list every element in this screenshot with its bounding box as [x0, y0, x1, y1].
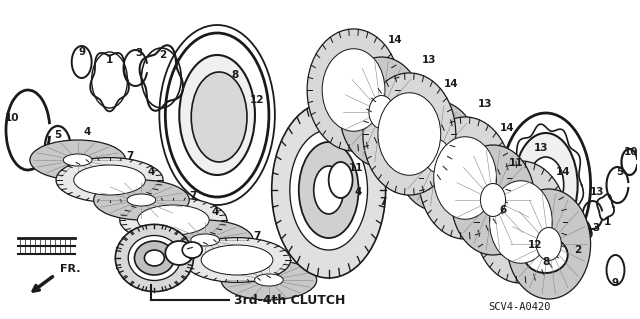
Text: 4: 4 — [355, 187, 362, 197]
Ellipse shape — [182, 242, 202, 258]
Ellipse shape — [501, 113, 591, 257]
Ellipse shape — [474, 161, 567, 283]
Ellipse shape — [30, 140, 125, 180]
Ellipse shape — [201, 245, 273, 275]
Text: 7: 7 — [189, 191, 197, 201]
Ellipse shape — [63, 154, 92, 166]
Ellipse shape — [74, 165, 145, 195]
Text: 7: 7 — [380, 197, 387, 207]
Text: 3: 3 — [592, 223, 599, 233]
Text: 5: 5 — [54, 130, 61, 140]
Text: FR.: FR. — [60, 264, 80, 274]
Text: 1: 1 — [604, 217, 611, 227]
Text: 7: 7 — [253, 231, 260, 241]
Ellipse shape — [307, 29, 400, 151]
Ellipse shape — [165, 241, 193, 265]
Text: 14: 14 — [500, 123, 515, 133]
Ellipse shape — [93, 180, 189, 220]
Text: 9: 9 — [78, 47, 85, 57]
Ellipse shape — [134, 241, 174, 275]
Text: 2: 2 — [159, 50, 166, 60]
Ellipse shape — [434, 137, 497, 219]
Text: 12: 12 — [250, 95, 264, 105]
Ellipse shape — [314, 166, 344, 214]
Text: 4: 4 — [211, 207, 219, 217]
Text: 4: 4 — [84, 127, 92, 137]
Text: 12: 12 — [527, 240, 542, 250]
Text: 13: 13 — [422, 55, 436, 65]
Ellipse shape — [56, 158, 163, 202]
Ellipse shape — [536, 227, 561, 261]
Ellipse shape — [255, 274, 284, 286]
Ellipse shape — [528, 157, 564, 213]
Ellipse shape — [191, 234, 220, 246]
Ellipse shape — [322, 49, 385, 131]
Ellipse shape — [290, 130, 367, 250]
Ellipse shape — [299, 142, 358, 238]
Ellipse shape — [221, 260, 317, 300]
Ellipse shape — [490, 181, 552, 263]
Ellipse shape — [191, 72, 247, 162]
Ellipse shape — [72, 46, 92, 78]
Text: 13: 13 — [534, 143, 548, 153]
Ellipse shape — [329, 162, 353, 198]
Ellipse shape — [272, 102, 386, 278]
Ellipse shape — [115, 224, 193, 292]
Ellipse shape — [369, 95, 394, 129]
Text: 1: 1 — [106, 55, 113, 65]
Ellipse shape — [179, 55, 255, 175]
Text: 11: 11 — [349, 163, 364, 173]
Text: 13: 13 — [589, 187, 604, 197]
Ellipse shape — [145, 250, 164, 266]
Ellipse shape — [120, 197, 227, 242]
Ellipse shape — [307, 29, 400, 151]
Text: 8: 8 — [232, 70, 239, 80]
Text: 5: 5 — [616, 167, 623, 177]
Ellipse shape — [451, 145, 535, 255]
Ellipse shape — [127, 194, 156, 206]
Ellipse shape — [425, 139, 450, 173]
Ellipse shape — [120, 197, 227, 242]
Ellipse shape — [507, 189, 591, 299]
Text: 2: 2 — [574, 245, 581, 255]
Ellipse shape — [138, 205, 209, 235]
Text: 14: 14 — [444, 79, 458, 89]
Ellipse shape — [197, 83, 237, 147]
Ellipse shape — [115, 224, 193, 292]
Ellipse shape — [419, 117, 511, 239]
Text: 11: 11 — [509, 158, 523, 168]
Ellipse shape — [128, 235, 180, 280]
Ellipse shape — [514, 133, 578, 237]
Text: 14: 14 — [556, 167, 570, 177]
Text: 7: 7 — [126, 151, 133, 161]
Ellipse shape — [490, 200, 526, 256]
Ellipse shape — [340, 57, 423, 167]
Ellipse shape — [524, 237, 568, 273]
Ellipse shape — [184, 238, 291, 282]
Ellipse shape — [363, 73, 456, 195]
Ellipse shape — [396, 101, 479, 211]
Ellipse shape — [419, 117, 511, 239]
Text: 4: 4 — [148, 167, 155, 177]
Text: 14: 14 — [388, 35, 403, 45]
Text: 10: 10 — [624, 147, 639, 157]
Ellipse shape — [481, 183, 506, 217]
Text: 3: 3 — [136, 48, 143, 58]
Ellipse shape — [184, 238, 291, 282]
Ellipse shape — [378, 93, 441, 175]
Text: 13: 13 — [478, 99, 492, 109]
Ellipse shape — [474, 161, 567, 283]
Text: 6: 6 — [499, 205, 507, 215]
Ellipse shape — [363, 73, 456, 195]
Text: 10: 10 — [4, 113, 19, 123]
Text: SCV4-A0420: SCV4-A0420 — [488, 302, 550, 312]
Text: 9: 9 — [612, 278, 619, 288]
Ellipse shape — [607, 255, 625, 285]
Ellipse shape — [56, 158, 163, 202]
Ellipse shape — [272, 102, 386, 278]
Text: 3rd-4th CLUTCH: 3rd-4th CLUTCH — [234, 293, 346, 307]
Ellipse shape — [165, 33, 269, 197]
Ellipse shape — [157, 220, 253, 260]
Text: 8: 8 — [542, 257, 549, 267]
